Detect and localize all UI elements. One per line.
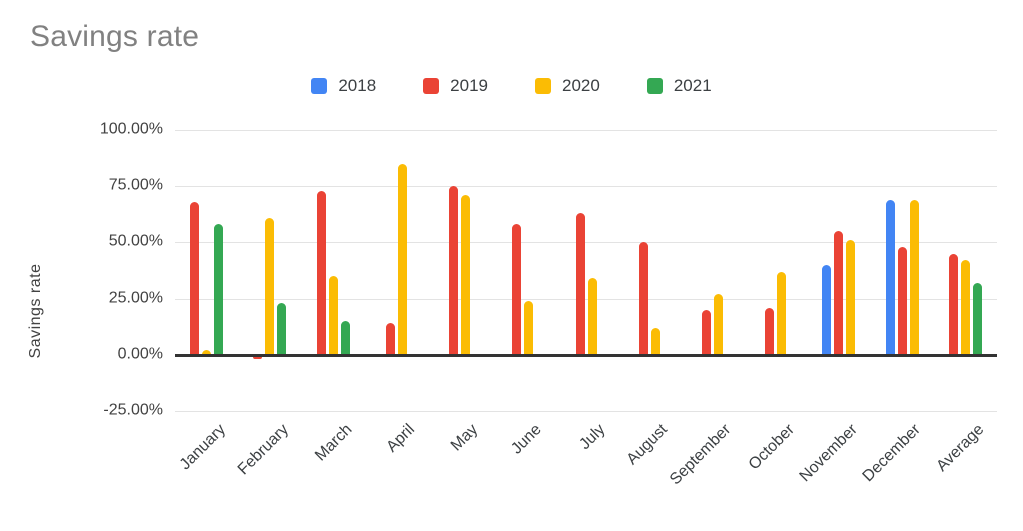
legend-item-2021: 2021 — [646, 76, 712, 96]
x-tick-label-october: October — [745, 421, 798, 474]
x-tick-label-august: August — [624, 421, 672, 469]
bar-2020-january — [202, 350, 212, 355]
y-axis-title: Savings rate — [27, 263, 44, 359]
bar-2020-august — [650, 327, 660, 355]
bar-2020-september — [713, 294, 723, 355]
bar-2019-april — [385, 323, 395, 355]
x-tick-label-september: September — [667, 421, 735, 489]
gridline — [175, 242, 997, 244]
bar-2021-average — [972, 282, 982, 355]
y-tick-label-75: 75.00% — [108, 176, 163, 194]
bar-2019-march — [316, 190, 326, 355]
x-tick-label-april: April — [383, 421, 419, 456]
bar-2020-july — [587, 278, 597, 355]
bar-2021-january — [214, 224, 224, 355]
legend-swatch-2019-icon — [423, 78, 440, 94]
legend-item-2019: 2019 — [423, 76, 488, 96]
bar-2019-february — [253, 356, 263, 360]
x-axis-line — [175, 353, 997, 357]
bar-2019-july — [575, 213, 585, 355]
gridline — [175, 411, 997, 412]
bar-2018-november — [822, 264, 832, 355]
x-tick-label-average: Average — [933, 421, 988, 475]
bar-2019-average — [948, 253, 958, 355]
gridline — [175, 130, 997, 131]
chart-title: Savings rate — [30, 20, 200, 53]
y-tick-label-50: 50.00% — [108, 233, 163, 251]
bar-2019-september — [701, 309, 711, 355]
gridline — [175, 186, 997, 188]
bar-2019-january — [190, 201, 200, 355]
legend-item-2020: 2020 — [535, 76, 600, 96]
bar-2020-may — [461, 195, 471, 355]
x-tick-label-may: May — [448, 421, 482, 455]
y-tick-label-100: 100.00% — [99, 120, 163, 138]
bar-2020-april — [397, 163, 407, 355]
bar-2020-november — [846, 240, 856, 355]
legend-label-2019: 2019 — [450, 76, 488, 95]
bar-2019-november — [834, 231, 844, 355]
bar-2019-october — [765, 307, 775, 355]
bar-2019-may — [449, 186, 459, 355]
legend-swatch-2018-icon — [311, 78, 328, 94]
bar-2020-june — [524, 300, 534, 355]
gridline — [175, 298, 997, 300]
legend-swatch-2021-icon — [646, 78, 663, 94]
bar-2020-march — [328, 276, 338, 355]
x-tick-label-november: November — [796, 421, 861, 486]
x-tick-label-january: January — [176, 421, 229, 474]
bar-2020-february — [265, 217, 275, 355]
bar-2020-october — [777, 271, 787, 355]
x-tick-label-march: March — [311, 421, 356, 465]
bar-2020-average — [960, 260, 970, 355]
plot-area[interactable]: 100.00% 75.00% 50.00% 25.00% 0.00% -25.00% Jan… — [100, 121, 997, 488]
x-tick-label-july: July — [575, 421, 609, 454]
legend: 2018 2019 2020 2021 — [0, 76, 1023, 96]
y-tick-label-0: 0.00% — [117, 345, 163, 363]
x-tick-label-june: June — [508, 421, 545, 458]
legend-swatch-2020-icon — [535, 78, 551, 94]
bar-2021-february — [277, 303, 287, 355]
legend-item-2018: 2018 — [311, 76, 376, 96]
legend-label-2021: 2021 — [673, 76, 712, 95]
bar-2019-december — [897, 246, 907, 355]
bar-2021-march — [340, 321, 350, 355]
y-tick-label--25: -25.00% — [103, 401, 163, 419]
bar-2019-august — [638, 242, 648, 355]
x-tick-label-december: December — [859, 421, 925, 486]
bar-2018-december — [885, 199, 895, 355]
legend-label-2018: 2018 — [338, 76, 377, 95]
x-tick-label-february: February — [234, 421, 292, 479]
y-tick-label-25: 25.00% — [108, 289, 163, 307]
bar-2020-december — [909, 199, 919, 355]
legend-label-2020: 2020 — [562, 76, 600, 95]
bar-2019-june — [512, 224, 522, 355]
